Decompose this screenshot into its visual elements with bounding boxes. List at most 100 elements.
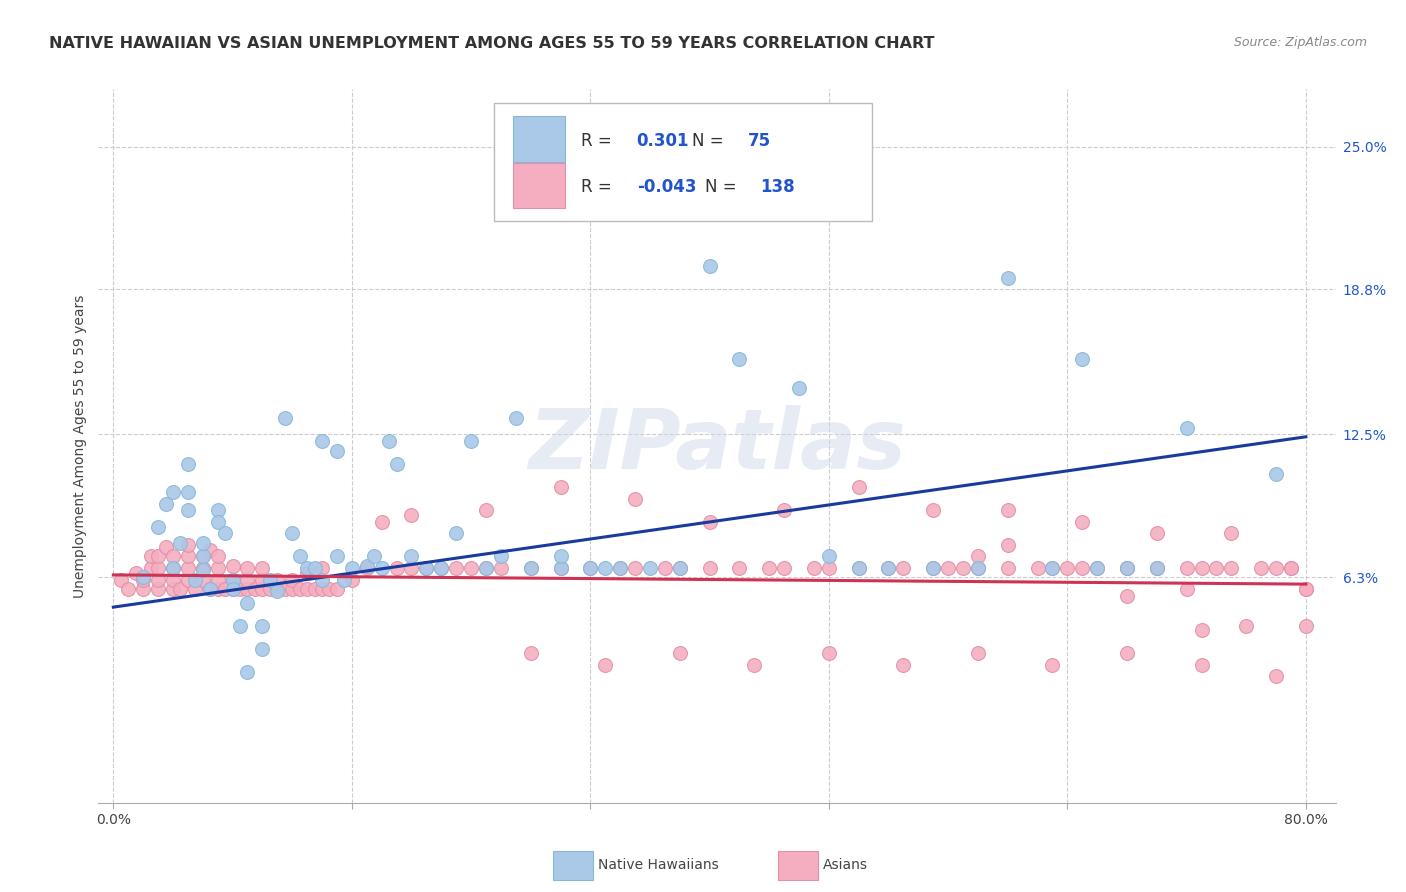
- Point: [191, 563, 214, 577]
- Point: [997, 503, 1019, 517]
- Point: [243, 582, 266, 596]
- Point: [505, 411, 527, 425]
- Point: [252, 618, 274, 632]
- Point: [274, 582, 297, 596]
- Point: [1042, 561, 1064, 575]
- Point: [146, 573, 169, 587]
- Point: [699, 260, 721, 274]
- Point: [922, 503, 945, 517]
- Y-axis label: Unemployment Among Ages 55 to 59 years: Unemployment Among Ages 55 to 59 years: [73, 294, 87, 598]
- Point: [1279, 561, 1302, 575]
- Point: [311, 573, 333, 587]
- Point: [922, 561, 945, 575]
- Point: [1175, 420, 1198, 434]
- Point: [378, 434, 401, 449]
- Point: [877, 561, 900, 575]
- Point: [200, 582, 222, 596]
- Point: [191, 561, 214, 575]
- Point: [146, 549, 169, 564]
- Point: [668, 646, 690, 660]
- Point: [288, 549, 311, 564]
- Point: [295, 566, 318, 580]
- FancyBboxPatch shape: [495, 103, 872, 221]
- Point: [177, 573, 200, 587]
- Point: [311, 582, 333, 596]
- Point: [1295, 582, 1317, 596]
- Point: [110, 573, 132, 587]
- Point: [519, 561, 541, 575]
- Point: [207, 582, 229, 596]
- Point: [1085, 561, 1108, 575]
- Point: [177, 503, 200, 517]
- Point: [191, 549, 214, 564]
- FancyBboxPatch shape: [513, 116, 565, 162]
- Point: [475, 561, 498, 575]
- Point: [318, 582, 340, 596]
- Point: [385, 561, 408, 575]
- Point: [184, 582, 207, 596]
- Point: [1071, 351, 1094, 366]
- Point: [281, 582, 304, 596]
- Point: [579, 561, 602, 575]
- Point: [146, 561, 169, 575]
- Point: [177, 549, 200, 564]
- Point: [593, 561, 616, 575]
- Point: [444, 561, 467, 575]
- Point: [221, 573, 243, 587]
- Point: [236, 573, 259, 587]
- Point: [177, 458, 200, 472]
- Point: [311, 561, 333, 575]
- Text: Source: ZipAtlas.com: Source: ZipAtlas.com: [1233, 36, 1367, 49]
- Point: [893, 657, 915, 672]
- Point: [207, 573, 229, 587]
- Point: [1295, 618, 1317, 632]
- Point: [252, 641, 274, 656]
- Point: [184, 573, 207, 587]
- Point: [266, 584, 288, 599]
- Point: [139, 561, 162, 575]
- Point: [207, 561, 229, 575]
- Point: [1116, 646, 1139, 660]
- Point: [818, 646, 841, 660]
- Point: [252, 582, 274, 596]
- Point: [155, 497, 177, 511]
- Point: [169, 582, 191, 596]
- Text: 0.301: 0.301: [637, 132, 689, 150]
- Point: [295, 582, 318, 596]
- Point: [787, 381, 810, 395]
- Point: [162, 549, 184, 564]
- Point: [475, 561, 498, 575]
- Point: [146, 582, 169, 596]
- Point: [550, 561, 572, 575]
- Point: [252, 573, 274, 587]
- Point: [191, 549, 214, 564]
- Point: [1056, 561, 1078, 575]
- Point: [699, 515, 721, 529]
- Point: [579, 561, 602, 575]
- Point: [295, 561, 318, 575]
- Point: [177, 538, 200, 552]
- Text: Native Hawaiians: Native Hawaiians: [598, 858, 718, 872]
- Point: [146, 519, 169, 533]
- Point: [356, 561, 378, 575]
- Point: [936, 561, 959, 575]
- Point: [177, 561, 200, 575]
- Point: [229, 618, 252, 632]
- Point: [967, 646, 990, 660]
- Point: [1146, 561, 1168, 575]
- Point: [609, 561, 631, 575]
- Point: [818, 561, 841, 575]
- Point: [162, 582, 184, 596]
- Point: [1116, 561, 1139, 575]
- Point: [803, 561, 825, 575]
- Point: [340, 561, 363, 575]
- Point: [1279, 561, 1302, 575]
- Point: [550, 480, 572, 494]
- Point: [773, 503, 796, 517]
- Point: [967, 549, 990, 564]
- Text: 138: 138: [761, 178, 794, 196]
- Point: [259, 573, 281, 587]
- Point: [401, 549, 423, 564]
- Point: [1071, 561, 1094, 575]
- Point: [162, 561, 184, 575]
